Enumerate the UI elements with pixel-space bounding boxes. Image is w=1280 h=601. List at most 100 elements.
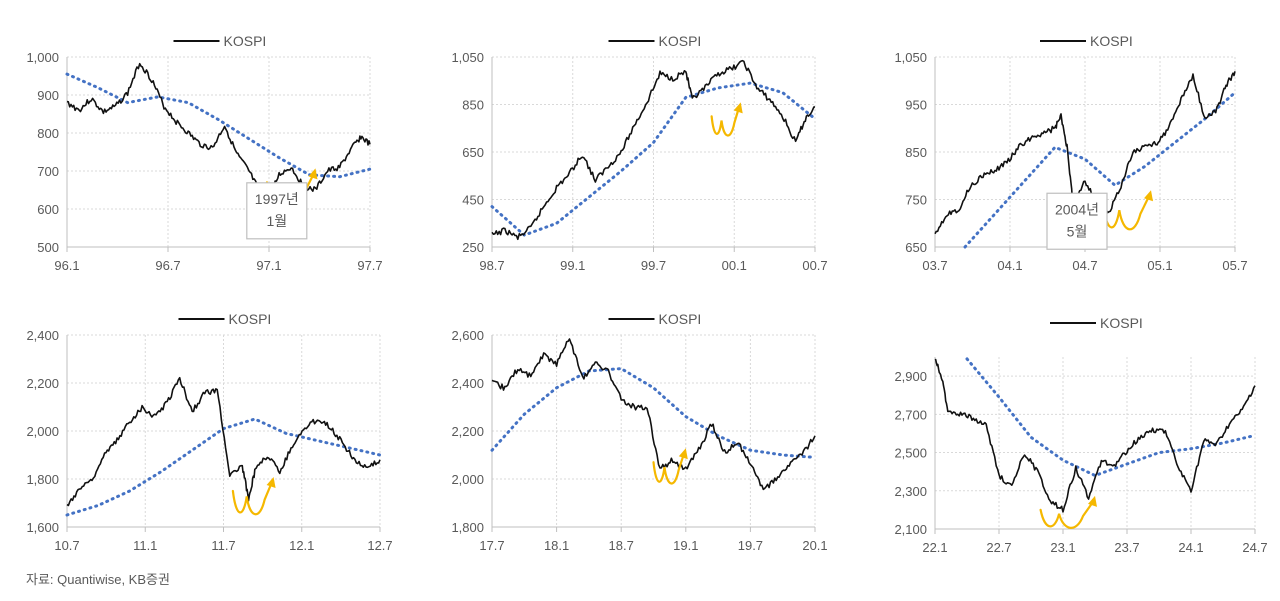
- double-bottom-arrowhead: [678, 448, 688, 460]
- kospi-line: [491, 338, 816, 491]
- y-tick-label: 2,600: [451, 328, 484, 343]
- legend-label: KOSPI: [229, 311, 272, 327]
- y-tick-label: 2,000: [451, 472, 484, 487]
- double-bottom-arrowhead: [1088, 495, 1097, 507]
- x-tick-label: 11.1: [133, 538, 157, 553]
- y-tick-label: 650: [462, 145, 484, 160]
- x-tick-label: 24.1: [1178, 540, 1203, 555]
- legend-label: KOSPI: [659, 33, 702, 49]
- y-tick-label: 850: [462, 98, 484, 113]
- x-tick-label: 98.7: [479, 258, 504, 273]
- legend-label: KOSPI: [1100, 315, 1143, 331]
- double-bottom-marker: [1101, 195, 1151, 231]
- x-tick-label: 03.7: [922, 258, 947, 273]
- y-tick-label: 1,800: [451, 520, 484, 535]
- x-tick-label: 05.1: [1147, 258, 1172, 273]
- x-tick-label: 12.7: [367, 538, 392, 553]
- double-bottom-arrowhead: [308, 168, 318, 180]
- x-tick-label: 05.7: [1222, 258, 1247, 273]
- y-tick-label: 2,900: [894, 369, 927, 384]
- x-tick-label: 22.1: [922, 540, 947, 555]
- callout-text: 1월: [266, 213, 287, 229]
- y-tick-label: 250: [462, 240, 484, 255]
- double-bottom-marker: [1039, 500, 1095, 529]
- chart-panel-5: 17.7 18.1 18.7 19.1 19.7 20.1 1,800 2,000 2,200 2…: [451, 311, 827, 553]
- chart-panel-2: 98.7 99.1 99.7 00.1 00.7 250 450 650 850 1,050 KOS…: [451, 33, 827, 273]
- x-tick-label: 12.1: [289, 538, 314, 553]
- y-tick-label: 650: [905, 240, 927, 255]
- x-tick-label: 99.7: [641, 258, 666, 273]
- double-bottom-marker: [231, 481, 273, 516]
- x-tick-label: 22.7: [986, 540, 1011, 555]
- chart-panel-3: 03.7 04.1 04.7 05.1 05.7 650 750 850 950 1,050 KOS…: [894, 33, 1247, 273]
- y-tick-label: 1,000: [26, 50, 59, 65]
- y-tick-label: 2,500: [894, 446, 927, 461]
- y-tick-label: 1,800: [26, 472, 59, 487]
- y-tick-label: 2,100: [894, 522, 927, 537]
- kospi-line: [66, 376, 381, 507]
- x-tick-label: 19.7: [738, 538, 763, 553]
- y-tick-label: 750: [905, 193, 927, 208]
- y-tick-label: 800: [37, 126, 59, 141]
- y-tick-label: 950: [905, 98, 927, 113]
- legend-label: KOSPI: [1090, 33, 1133, 49]
- x-tick-label: 17.7: [479, 538, 504, 553]
- y-tick-label: 2,400: [26, 328, 59, 343]
- source-note: 자료: Quantiwise, KB증권: [26, 572, 170, 587]
- y-tick-label: 2,300: [894, 484, 927, 499]
- y-tick-label: 600: [37, 202, 59, 217]
- trend-line: [65, 417, 382, 517]
- chart-panel-6: 22.1 22.7 23.1 23.7 24.1 24.7 2,100 2,300 2,500 2…: [894, 315, 1267, 555]
- y-tick-label: 850: [905, 145, 927, 160]
- y-tick-label: 900: [37, 88, 59, 103]
- y-tick-label: 500: [37, 240, 59, 255]
- callout-box: [246, 182, 308, 240]
- double-bottom-arrowhead: [1144, 190, 1153, 202]
- y-tick-label: 450: [462, 193, 484, 208]
- kospi-line: [934, 71, 1236, 235]
- kospi-line: [491, 59, 816, 241]
- trend-line: [490, 81, 817, 237]
- y-tick-label: 2,200: [451, 424, 484, 439]
- chart-panel-1: 96.1 96.7 97.1 97.7 500 600 700 800 900 1,000 KOSP…: [26, 33, 382, 273]
- y-tick-label: 2,400: [451, 376, 484, 391]
- trend-line: [490, 367, 817, 459]
- callout-box: [1046, 192, 1108, 250]
- x-tick-label: 18.7: [609, 538, 634, 553]
- chart-panel-4: 10.7 11.1 11.7 12.1 12.7 1,600 1,800 2,000 2,200…: [26, 311, 392, 553]
- x-tick-label: 11.7: [211, 538, 235, 553]
- x-tick-label: 96.1: [54, 258, 79, 273]
- legend-label: KOSPI: [659, 311, 702, 327]
- y-tick-label: 2,000: [26, 424, 59, 439]
- y-tick-label: 1,050: [894, 50, 927, 65]
- callout-text: 5월: [1067, 223, 1088, 239]
- callout-text: 1997년: [255, 191, 299, 207]
- y-tick-label: 2,700: [894, 407, 927, 422]
- y-tick-label: 1,050: [451, 50, 484, 65]
- x-tick-label: 24.7: [1242, 540, 1267, 555]
- y-tick-label: 2,200: [26, 376, 59, 391]
- x-tick-label: 97.7: [357, 258, 382, 273]
- kospi-line: [66, 62, 371, 202]
- x-tick-label: 96.7: [155, 258, 180, 273]
- y-tick-label: 1,600: [26, 520, 59, 535]
- x-tick-label: 99.1: [560, 258, 585, 273]
- double-bottom-marker: [652, 453, 685, 485]
- double-bottom-arrowhead: [266, 477, 276, 488]
- x-tick-label: 10.7: [54, 538, 79, 553]
- trend-line: [965, 357, 1257, 478]
- callout-text: 2004년: [1055, 201, 1099, 217]
- kospi-line: [934, 358, 1256, 513]
- x-tick-label: 20.1: [802, 538, 827, 553]
- x-tick-label: 00.1: [722, 258, 747, 273]
- x-tick-label: 00.7: [802, 258, 827, 273]
- x-tick-label: 18.1: [544, 538, 569, 553]
- trend-line: [963, 91, 1237, 249]
- x-tick-label: 19.1: [673, 538, 698, 553]
- x-tick-label: 23.1: [1050, 540, 1075, 555]
- legend-label: KOSPI: [224, 33, 267, 49]
- double-bottom-marker: [710, 107, 740, 137]
- x-tick-label: 23.7: [1114, 540, 1139, 555]
- x-tick-label: 97.1: [256, 258, 281, 273]
